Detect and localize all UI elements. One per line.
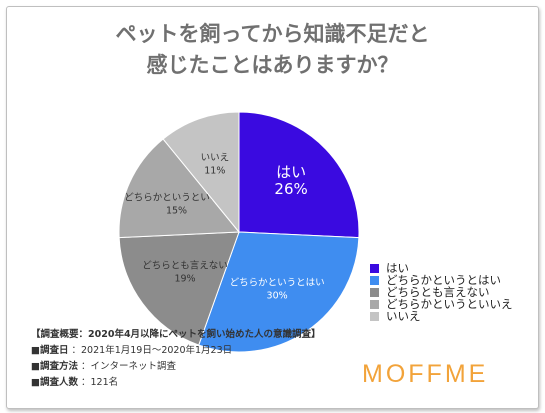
survey-row-count: ■調査人数 ：121名 xyxy=(31,375,321,391)
slice-3-name-label: どちらとも言えない xyxy=(142,260,228,272)
legend-item-4: どちらかというといいえ xyxy=(370,297,513,311)
survey-info: 【調査概要：2020年4月以降にペットを飼い始めた人の意識調査】 ■調査日 ：2… xyxy=(31,327,321,391)
slice-1 xyxy=(238,111,360,239)
slice-2 xyxy=(198,231,360,353)
legend-label-3: どちらとも言えない xyxy=(386,285,490,299)
legend-swatch-4 xyxy=(370,299,379,309)
legend-label-2: どちらかというとはい xyxy=(386,273,501,287)
legend-label-1: はい xyxy=(386,261,409,275)
slice-1-name-label: はい xyxy=(276,163,306,181)
survey-overview: 【調査概要：2020年4月以降にペットを飼い始めた人の意識調査】 xyxy=(31,329,321,340)
slice-5-name-label: いいえ xyxy=(201,153,230,164)
legend-item-5: いいえ xyxy=(370,309,513,323)
slice-4-value-label: 15% xyxy=(166,206,187,217)
legend-label-5: いいえ xyxy=(386,309,421,323)
slice-3-value-label: 19% xyxy=(174,274,195,285)
legend-swatch-5 xyxy=(370,311,379,321)
slice-1-value-label: 26% xyxy=(274,180,307,198)
chart-title-line-2: 感じたことはありますか？ xyxy=(146,53,399,77)
legend-item-3: どちらとも言えない xyxy=(370,285,513,299)
survey-method-label: ■調査方法 xyxy=(31,361,78,372)
survey-date-value: ：2021年1月19日〜2020年1月23日 xyxy=(71,345,233,356)
slice-2-value-label: 30% xyxy=(267,290,288,301)
survey-row-method: ■調査方法 ：インターネット調査 xyxy=(31,359,321,375)
slice-4 xyxy=(118,138,241,239)
survey-row-date: ■調査日 ：2021年1月19日〜2020年1月23日 xyxy=(31,343,321,359)
chart-card: ペットを飼ってから知識不足だと 感じたことはありますか？ はい 26% どちらかとい… xyxy=(6,6,539,409)
survey-date-label: ■調査日 xyxy=(31,345,69,356)
slice-2-name-label: どちらかというとはい xyxy=(230,277,325,288)
chart-legend: はい どちらかというとはい どちらとも言えない どちらかというといいえ いいえ xyxy=(370,261,513,323)
slice-4-name-label: どちらかというといいえ xyxy=(124,193,229,204)
legend-label-4: どちらかというといいえ xyxy=(386,297,513,311)
chart-title-line-1: ペットを飼ってから知識不足だと xyxy=(115,22,430,46)
legend-swatch-2 xyxy=(370,275,379,285)
survey-count-value: ：121名 xyxy=(81,377,119,388)
legend-item-1: はい xyxy=(370,261,513,275)
slice-5 xyxy=(162,111,240,234)
slice-5-value-label: 11% xyxy=(204,166,225,177)
slice-3 xyxy=(118,231,240,346)
moffme-logo: MOFFME xyxy=(362,360,489,388)
legend-item-2: どちらかというとはい xyxy=(370,273,513,287)
legend-swatch-3 xyxy=(370,287,379,297)
chart-title: ペットを飼ってから知識不足だと 感じたことはありますか？ xyxy=(7,19,538,81)
survey-count-label: ■調査人数 xyxy=(31,377,78,388)
legend-swatch-1 xyxy=(370,263,379,273)
survey-method-value: ：インターネット調査 xyxy=(81,361,177,372)
